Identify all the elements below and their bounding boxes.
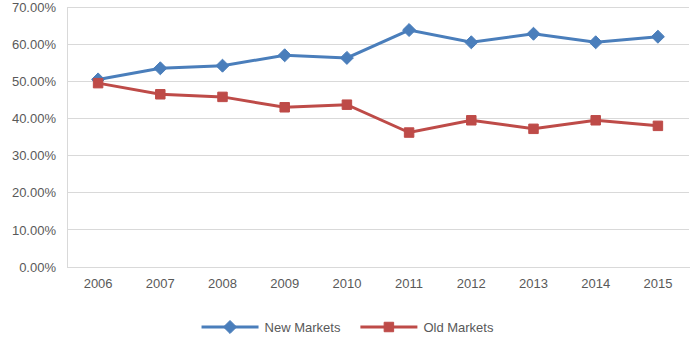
y-tick-label: 30.00% bbox=[12, 148, 57, 163]
y-tick-label: 40.00% bbox=[12, 111, 57, 126]
x-tick-label: 2014 bbox=[581, 276, 610, 291]
y-tick: 40.00% bbox=[12, 111, 67, 126]
grid-line bbox=[67, 81, 689, 82]
marker-shape bbox=[589, 36, 602, 49]
series-marker bbox=[529, 124, 538, 133]
legend-marker-shape bbox=[224, 320, 237, 333]
series-line bbox=[98, 83, 658, 132]
x-tick-label: 2006 bbox=[84, 276, 113, 291]
series-marker bbox=[467, 116, 476, 125]
series-marker bbox=[216, 59, 229, 72]
marker-shape bbox=[156, 90, 165, 99]
y-tick: 30.00% bbox=[12, 148, 67, 163]
y-tick-label: 70.00% bbox=[12, 0, 57, 15]
x-tick: 2015 bbox=[643, 267, 672, 291]
legend-marker bbox=[224, 320, 237, 333]
series-marker bbox=[280, 103, 289, 112]
marker-shape bbox=[527, 27, 540, 40]
x-tick: 2011 bbox=[395, 267, 423, 291]
x-tick-label: 2008 bbox=[208, 276, 237, 291]
series-marker bbox=[591, 116, 600, 125]
marker-shape bbox=[591, 116, 600, 125]
y-tick: 20.00% bbox=[12, 185, 67, 200]
marker-shape bbox=[467, 116, 476, 125]
grid bbox=[67, 7, 689, 267]
series-marker bbox=[651, 30, 664, 43]
x-tick: 2008 bbox=[208, 267, 237, 291]
marker-shape bbox=[216, 59, 229, 72]
series-line bbox=[98, 30, 658, 79]
grid-line bbox=[67, 267, 689, 268]
x-tick-label: 2011 bbox=[395, 276, 423, 291]
marker-shape bbox=[529, 124, 538, 133]
y-tick-label: 20.00% bbox=[12, 185, 57, 200]
plot: 0.00% 10.00% 20.00% 30.00% 40.00% 50.00% 60.00… bbox=[12, 0, 690, 291]
series-marker bbox=[527, 27, 540, 40]
y-tick-label: 0.00% bbox=[19, 260, 56, 275]
grid-line bbox=[67, 7, 689, 8]
x-tick-label: 2009 bbox=[270, 276, 299, 291]
series-marker bbox=[403, 24, 416, 37]
y-axis-line bbox=[67, 8, 68, 268]
marker-shape bbox=[651, 30, 664, 43]
y-tick: 0.00% bbox=[19, 260, 67, 275]
legend-marker-shape bbox=[384, 322, 393, 331]
x-tick-label: 2015 bbox=[643, 276, 672, 291]
marker-shape bbox=[278, 49, 291, 62]
x-tick-label: 2007 bbox=[146, 276, 175, 291]
x-tick: 2012 bbox=[457, 267, 486, 291]
x-tick-label: 2010 bbox=[332, 276, 361, 291]
series-group bbox=[92, 24, 665, 138]
series-marker bbox=[340, 51, 353, 64]
x-tick: 2006 bbox=[84, 267, 113, 291]
x-tick-label: 2013 bbox=[519, 276, 548, 291]
y-tick: 60.00% bbox=[12, 37, 67, 52]
x-tick: 2013 bbox=[519, 267, 548, 291]
series-marker bbox=[653, 121, 662, 130]
series-marker bbox=[156, 90, 165, 99]
marker-shape bbox=[340, 51, 353, 64]
series-marker bbox=[218, 92, 227, 101]
legend-label: New Markets bbox=[265, 320, 341, 335]
y-tick: 10.00% bbox=[12, 223, 67, 238]
series-marker bbox=[589, 36, 602, 49]
series-marker bbox=[93, 78, 102, 87]
y-tick-label: 10.00% bbox=[12, 223, 57, 238]
x-tick: 2009 bbox=[270, 267, 299, 291]
marker-shape bbox=[154, 62, 167, 75]
marker-shape bbox=[404, 128, 413, 137]
x-axis: 2006 2007 2008 2009 2010 2011 2012 2013 2014 2015 bbox=[68, 267, 690, 291]
series-marker bbox=[404, 128, 413, 137]
series-marker bbox=[342, 100, 351, 109]
marker-shape bbox=[342, 100, 351, 109]
marker-shape bbox=[280, 103, 289, 112]
x-tick: 2007 bbox=[146, 267, 175, 291]
chart: 0.00% 10.00% 20.00% 30.00% 40.00% 50.00% 60.00… bbox=[0, 0, 695, 346]
marker-shape bbox=[218, 92, 227, 101]
legend-item: Old Markets bbox=[360, 320, 494, 335]
x-tick: 2014 bbox=[581, 267, 610, 291]
y-tick-label: 50.00% bbox=[12, 74, 57, 89]
x-axis-line bbox=[68, 267, 690, 268]
marker-shape bbox=[465, 36, 478, 49]
legend-item: New Markets bbox=[202, 320, 341, 335]
grid-line bbox=[67, 192, 689, 193]
y-tick: 50.00% bbox=[12, 74, 67, 89]
series-marker bbox=[465, 36, 478, 49]
series-marker bbox=[278, 49, 291, 62]
grid-line bbox=[67, 229, 689, 230]
marker-shape bbox=[653, 121, 662, 130]
legend: New Markets Old Markets bbox=[202, 320, 494, 335]
legend-marker bbox=[384, 322, 393, 331]
y-axis: 0.00% 10.00% 20.00% 30.00% 40.00% 50.00% 60.00… bbox=[12, 0, 68, 275]
legend-label: Old Markets bbox=[423, 320, 494, 335]
marker-shape bbox=[93, 78, 102, 87]
grid-line bbox=[67, 155, 689, 156]
x-tick: 2010 bbox=[332, 267, 361, 291]
series-marker bbox=[154, 62, 167, 75]
x-tick-label: 2012 bbox=[457, 276, 486, 291]
y-tick-label: 60.00% bbox=[12, 37, 57, 52]
y-tick: 70.00% bbox=[12, 0, 67, 15]
marker-shape bbox=[403, 24, 416, 37]
